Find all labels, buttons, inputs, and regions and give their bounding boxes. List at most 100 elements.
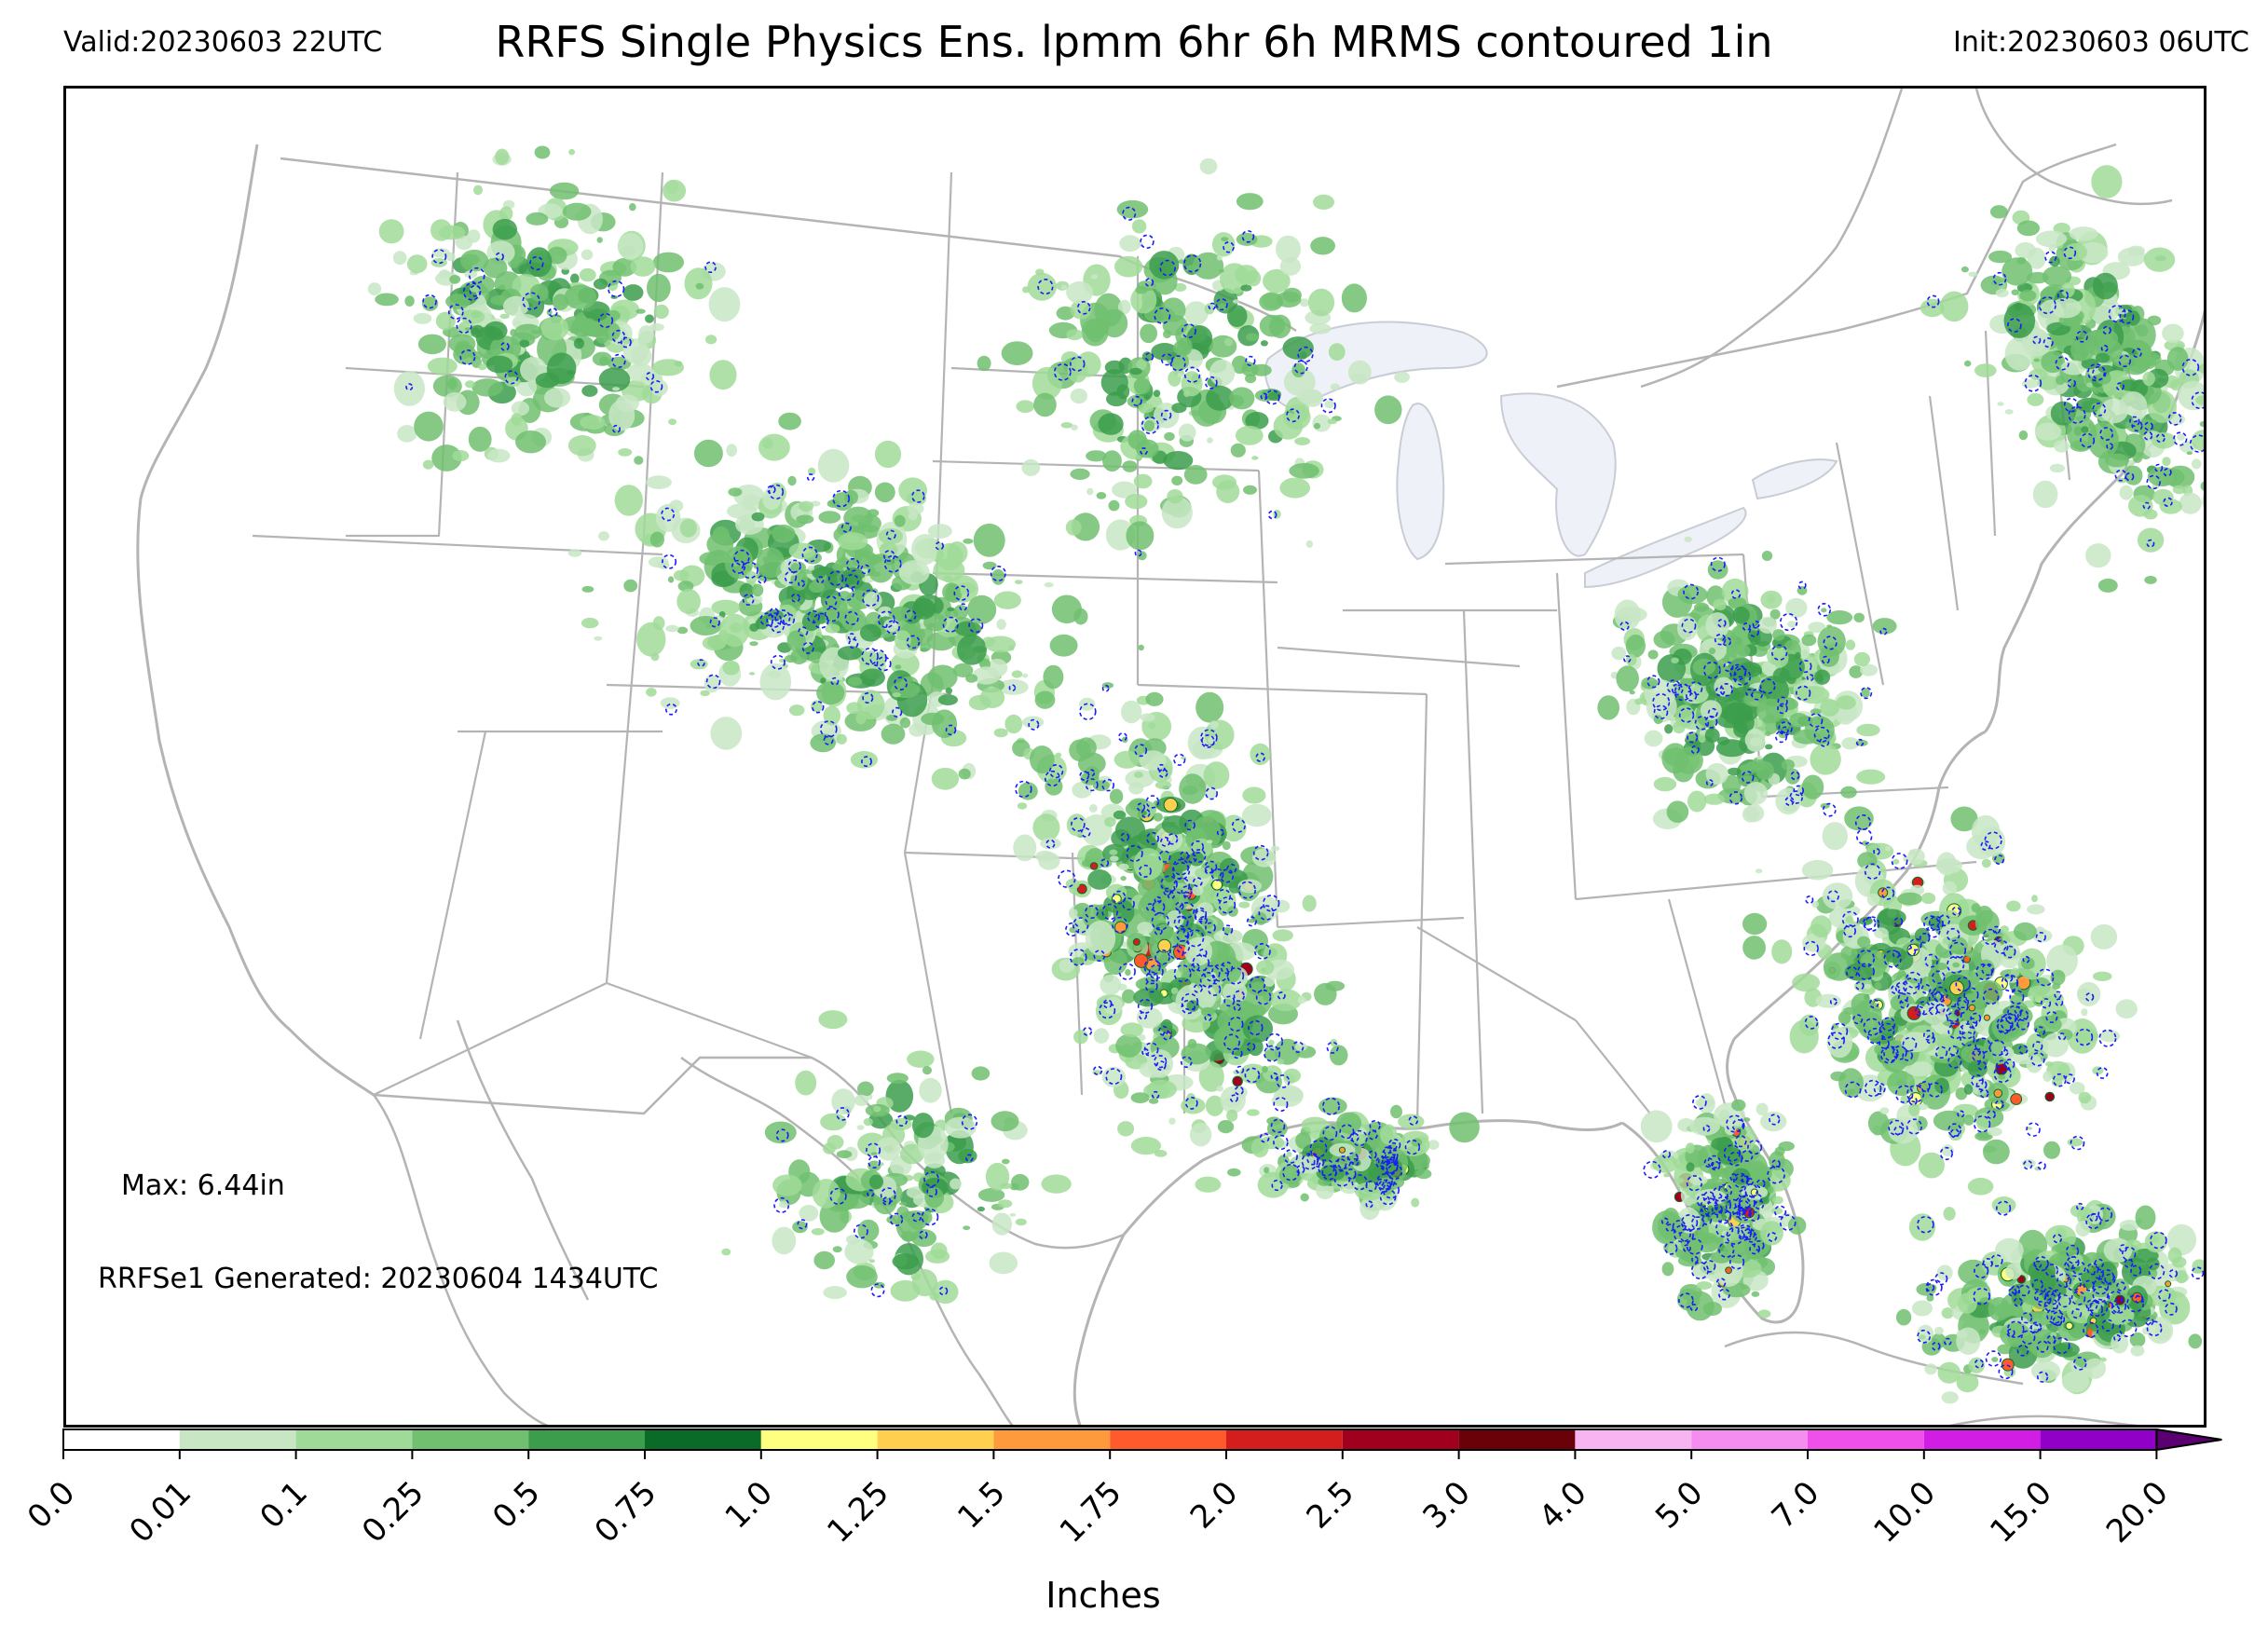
mrms-contour (1948, 941, 1967, 960)
mrms-contour (1683, 1244, 1691, 1252)
precip-cell (1077, 752, 1106, 775)
mrms-contour (1728, 1151, 1743, 1167)
precip-cell (1857, 936, 1871, 948)
precip-cell (810, 733, 836, 753)
precip-cell (1021, 458, 1041, 476)
mrms-contour (597, 312, 614, 329)
mrms-contour (2087, 363, 2106, 382)
precip-cell (892, 692, 901, 698)
mrms-contour (1685, 690, 1698, 702)
mrms-contour (1902, 977, 1920, 995)
precip-cell (1934, 1077, 1949, 1094)
precip-cell (2050, 401, 2076, 426)
precip-cell (1674, 746, 1703, 774)
precip-cell (540, 316, 569, 341)
precip-cell (1112, 481, 1138, 499)
precip-cell (1208, 736, 1218, 745)
mrms-contour (830, 676, 840, 686)
precip-cell (2032, 929, 2053, 943)
mrms-contour (1868, 998, 1879, 1009)
mrms-contour (1778, 721, 1793, 736)
mrms-contour (1909, 937, 1922, 951)
precip-cell (1849, 665, 1864, 678)
precip-cell (870, 1152, 878, 1155)
precip-cell (1981, 858, 1991, 868)
mrms-contour (2167, 412, 2182, 426)
precip-cell (1826, 1027, 1853, 1059)
precip-cell (593, 278, 608, 290)
precip-cell (1134, 772, 1143, 778)
mrms-contour (1769, 1114, 1781, 1126)
precip-cell (1819, 646, 1839, 667)
precip-cell (1230, 443, 1246, 458)
state-boundary (932, 571, 1278, 584)
precip-cell (1772, 629, 1785, 641)
precip-cell (1130, 1137, 1161, 1155)
colorbar-tick-label: 10.0 (1866, 1474, 1943, 1551)
mrms-contour (1215, 298, 1228, 311)
precip-cell (1841, 737, 1860, 750)
precip-cell (1143, 394, 1150, 400)
precip-cell (950, 1178, 962, 1190)
precip-cell (1034, 690, 1056, 709)
mrms-contour (2023, 1160, 2033, 1170)
precip-cell (1703, 793, 1726, 805)
precip-cell (1060, 422, 1073, 429)
precip-cell (1099, 858, 1113, 868)
precip-cell (2076, 375, 2092, 392)
mrms-contour (2055, 356, 2070, 371)
precip-cell (759, 663, 792, 701)
mrms-contour (1148, 964, 1164, 979)
mrms-contour (1183, 891, 1192, 900)
precip-cell (748, 618, 756, 624)
mrms-contour (1180, 1056, 1193, 1068)
precip-cell (1804, 716, 1835, 745)
mrms-contour (1939, 1146, 1953, 1161)
precip-cell (1245, 333, 1260, 342)
mrms-contour (1793, 785, 1804, 797)
mrms-contour (782, 613, 796, 626)
mrms-contour (1255, 752, 1265, 762)
precip-cell (404, 295, 415, 307)
precip-cell (2103, 1237, 2133, 1263)
mrms-contour (1906, 947, 1917, 956)
mrms-contour (1982, 928, 1999, 946)
mrms-contour (1690, 1262, 1709, 1280)
mrms-contour (876, 656, 892, 672)
mrms-contour (1246, 1042, 1256, 1052)
precip-cell (1305, 540, 1313, 548)
precip-cell (1148, 722, 1156, 730)
precip-cell (868, 1174, 884, 1190)
precip-cell (1032, 813, 1060, 841)
mrms-contour (1072, 917, 1089, 934)
precip-cell (544, 388, 571, 408)
precip-cell (1822, 822, 1849, 851)
precip-cell (1698, 733, 1706, 744)
precip-cell (636, 622, 666, 657)
precip-cell (1221, 237, 1229, 242)
precip-cell (1286, 1151, 1292, 1157)
precip-cell (2026, 271, 2049, 284)
colorbar-bin (760, 1429, 878, 1450)
precip-cell (1963, 1114, 1974, 1126)
mrms-contour (1879, 1038, 1890, 1049)
mrms-contour (1899, 999, 1909, 1009)
generated-time-label: RRFSe1 Generated: 20230604 1434UTC (98, 1263, 659, 1295)
mrms-contour (1702, 1125, 1711, 1132)
mrms-contour (1201, 734, 1215, 748)
mrms-contour (885, 620, 900, 635)
mrms-contour (1974, 1359, 1984, 1369)
precip-cell (1143, 420, 1154, 432)
precip-cell (1685, 1142, 1695, 1154)
precip-cell (669, 499, 684, 512)
mrms-contour (1860, 687, 1873, 700)
mrms-contour (1321, 1165, 1337, 1181)
precip-cell (1689, 1175, 1708, 1185)
precip-cell (1070, 388, 1088, 404)
precip-cell (1282, 336, 1314, 360)
precip-cell (1238, 901, 1250, 909)
precip-cell (2060, 360, 2087, 376)
precip-cell (881, 723, 906, 745)
precip-cell (1920, 298, 1945, 318)
precip-cell (1314, 982, 1337, 1005)
